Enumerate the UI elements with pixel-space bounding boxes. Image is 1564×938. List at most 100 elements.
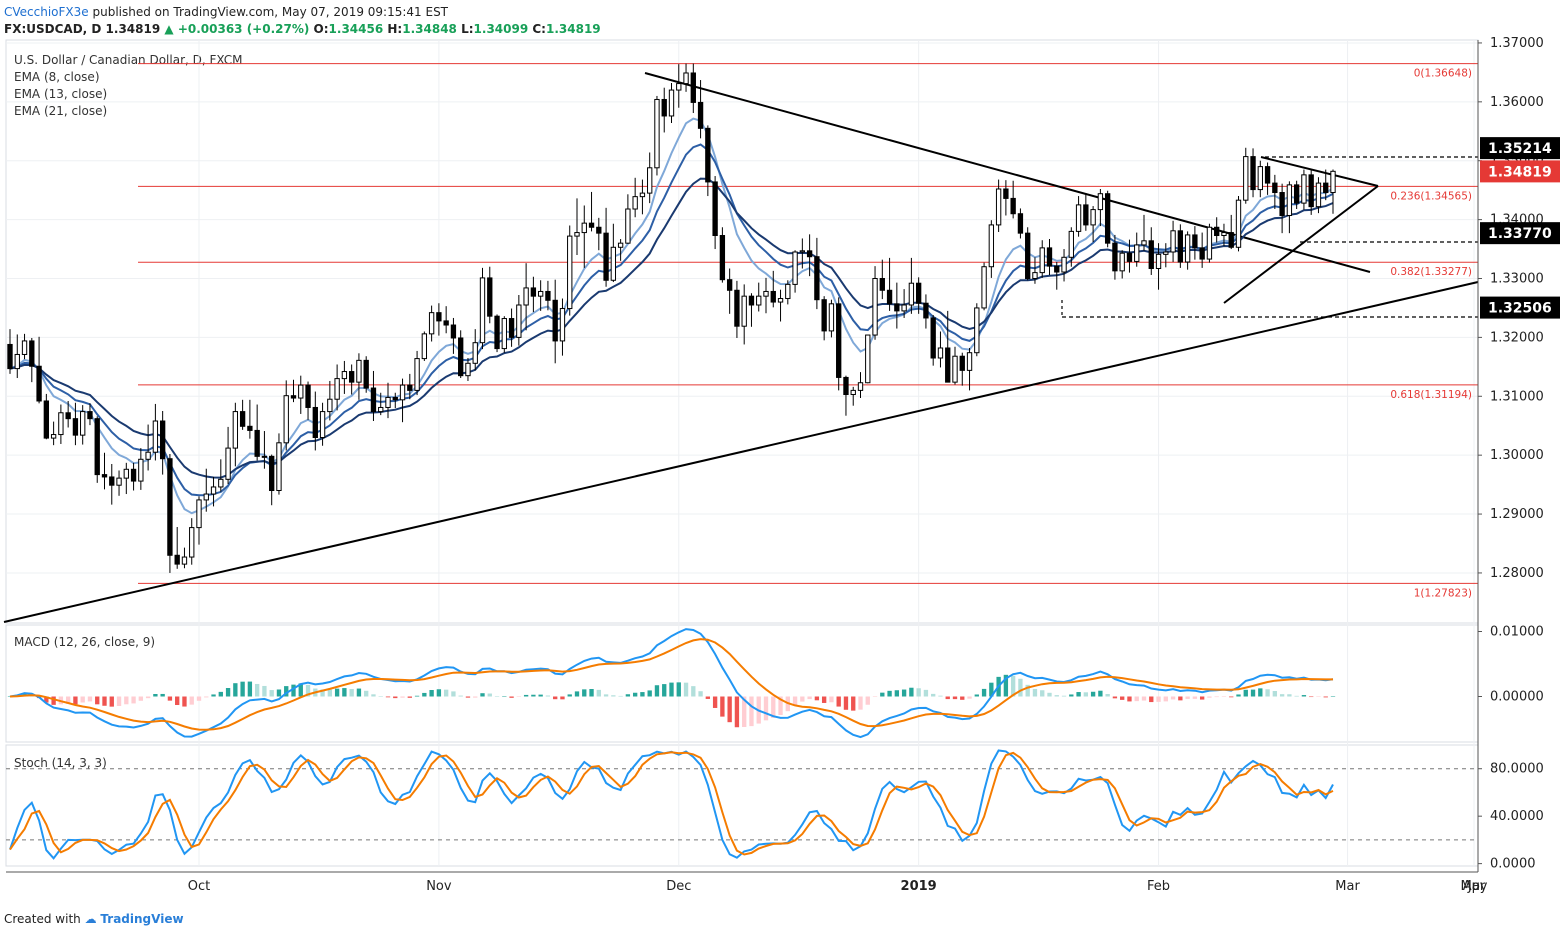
macd-histogram-bar xyxy=(1098,690,1103,697)
macd-histogram-bar xyxy=(473,696,478,698)
candle-body xyxy=(370,387,377,413)
macd-histogram-bar xyxy=(371,694,376,697)
candle xyxy=(1250,148,1256,198)
candle xyxy=(1170,220,1176,263)
stoch-label[interactable]: Stoch (14, 3, 3) xyxy=(14,756,107,770)
candle xyxy=(843,375,849,416)
macd-histogram-bar xyxy=(1265,689,1270,697)
macd-histogram-bar xyxy=(560,696,565,700)
candle xyxy=(865,334,871,384)
macd-histogram-bar xyxy=(1149,696,1154,703)
candle-body xyxy=(1323,182,1329,194)
candle-body xyxy=(668,89,675,117)
candle xyxy=(363,356,369,393)
candle-body xyxy=(1257,166,1263,191)
macd-histogram-bar xyxy=(1243,689,1248,697)
candle xyxy=(763,277,769,314)
candle xyxy=(1010,180,1016,219)
macd-histogram-bar xyxy=(1156,696,1161,702)
price-tag xyxy=(1480,296,1560,319)
candle xyxy=(174,527,180,569)
macd-histogram-bar xyxy=(262,685,267,697)
price-tag-label: 1.35214 xyxy=(1488,141,1552,157)
candle-body xyxy=(378,406,384,413)
candle xyxy=(1221,223,1227,247)
candle-body xyxy=(145,451,151,460)
candle-body xyxy=(189,527,195,558)
candle-body xyxy=(1243,156,1249,201)
candle-body xyxy=(1206,226,1213,260)
candle xyxy=(29,337,35,383)
macd-histogram-bar xyxy=(1323,696,1328,698)
high-label: H: xyxy=(387,22,403,36)
macd-histogram-bar xyxy=(821,696,827,703)
support-trendline xyxy=(3,281,1479,623)
candle-body xyxy=(1061,256,1067,273)
candle xyxy=(436,303,442,336)
macd-histogram-bar xyxy=(909,687,914,697)
stoch-tick-label: 40.0000 xyxy=(1490,809,1544,824)
macd-histogram-bar xyxy=(87,696,93,702)
candle-body xyxy=(981,266,987,309)
tradingview-logo-icon[interactable]: ☁ xyxy=(84,912,97,926)
candle xyxy=(1279,183,1285,234)
candle-body xyxy=(138,458,144,482)
macd-histogram-bar xyxy=(138,696,144,701)
macd-histogram-bar xyxy=(51,696,56,705)
publisher-name[interactable]: CVecchioFX3e xyxy=(4,5,89,19)
macd-histogram-bar xyxy=(814,696,820,701)
macd-histogram-bar xyxy=(589,689,594,697)
macd-histogram-bar xyxy=(625,694,631,697)
macd-histogram-bar xyxy=(1105,694,1110,697)
candle xyxy=(327,380,333,421)
macd-histogram-bar xyxy=(233,683,238,697)
change-arrow-icon: ▲ xyxy=(164,22,174,36)
macd-histogram-bar xyxy=(1170,696,1176,700)
ema13-label[interactable]: EMA (13, close) xyxy=(14,87,108,101)
macd-label[interactable]: MACD (12, 26, close, 9) xyxy=(14,635,155,649)
candle xyxy=(974,303,980,357)
candle xyxy=(676,64,682,108)
candle xyxy=(1083,193,1089,231)
macd-histogram-bar xyxy=(756,696,761,724)
symbol-line: FX:USDCAD, D xyxy=(4,22,102,36)
candle xyxy=(581,205,587,268)
price-change: +0.00363 (+0.27%) xyxy=(177,22,310,36)
candle-body xyxy=(974,307,980,354)
macd-histogram-bar xyxy=(618,695,623,697)
candle xyxy=(1119,250,1125,279)
candle xyxy=(123,462,129,495)
candle xyxy=(1163,243,1169,268)
candle-body xyxy=(1330,170,1336,194)
macd-histogram-bar xyxy=(225,688,231,697)
candle xyxy=(945,310,951,383)
candle xyxy=(901,289,907,318)
ema8-label[interactable]: EMA (8, close) xyxy=(14,70,100,84)
candle-body xyxy=(756,295,762,306)
ema21-label[interactable]: EMA (21, close) xyxy=(14,104,108,118)
candle-body xyxy=(450,324,457,339)
candle xyxy=(218,459,224,492)
macd-signal-line xyxy=(9,638,1333,731)
candle-body xyxy=(159,420,166,460)
candle xyxy=(668,82,675,124)
time-tick-label: Oct xyxy=(188,879,210,894)
ohlc-line: FX:USDCAD, D 1.34819 ▲ +0.00363 (+0.27%)… xyxy=(4,22,601,36)
candle xyxy=(981,262,987,311)
macd-histogram-bar xyxy=(182,696,187,707)
macd-histogram-bar xyxy=(393,696,398,699)
tradingview-brand[interactable]: TradingView xyxy=(100,912,184,926)
macd-histogram-bar xyxy=(15,695,20,697)
price-tag-label: 1.33770 xyxy=(1488,226,1552,242)
candle xyxy=(894,282,900,329)
candle-body xyxy=(610,246,617,281)
candle-body xyxy=(458,337,464,377)
candle-body xyxy=(814,256,820,301)
candle xyxy=(385,382,391,419)
stoch-tick-label: 80.0000 xyxy=(1490,762,1544,777)
macd-histogram-bar xyxy=(1054,695,1059,697)
candle xyxy=(1293,180,1300,210)
candle-body xyxy=(181,556,188,565)
macd-histogram-bar xyxy=(284,686,289,697)
